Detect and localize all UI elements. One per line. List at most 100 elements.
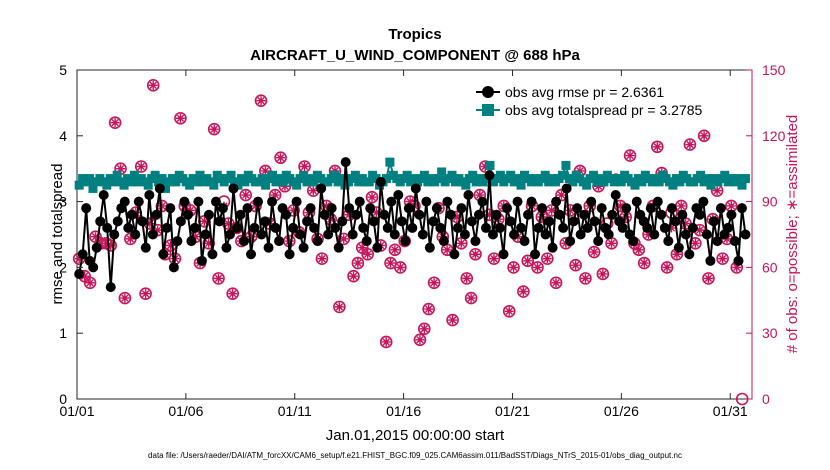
x-axis-label: Jan.01,2015 00:00:00 start bbox=[326, 427, 505, 444]
totalspread-point bbox=[433, 174, 443, 184]
obs-assimilated-point bbox=[148, 80, 158, 90]
obs-assimilated-point bbox=[125, 234, 135, 244]
obs-assimilated-point bbox=[175, 113, 185, 123]
totalspread-point bbox=[150, 170, 160, 180]
obs-assimilated-point bbox=[390, 245, 400, 255]
obs-possible-point bbox=[702, 272, 715, 285]
totalspread-point bbox=[485, 160, 495, 170]
rmse-point bbox=[102, 222, 113, 233]
rmse-point bbox=[519, 236, 530, 247]
rmse-point bbox=[424, 242, 435, 253]
rmse-point bbox=[449, 249, 460, 260]
obs-assimilated-point bbox=[405, 197, 415, 207]
rmse-point bbox=[267, 196, 278, 207]
rmse-point bbox=[207, 249, 218, 260]
rmse-point bbox=[715, 203, 726, 214]
totalspread-point bbox=[85, 174, 95, 184]
rmse-point bbox=[231, 222, 242, 233]
obs-possible-point bbox=[460, 272, 474, 285]
totalspread-point bbox=[461, 180, 471, 190]
totalspread-point bbox=[675, 177, 685, 187]
obs-assimilated-point bbox=[442, 245, 452, 255]
obs-possible-point bbox=[139, 287, 152, 301]
rmse-point bbox=[253, 196, 264, 207]
rmse-point bbox=[165, 203, 176, 214]
obs-assimilated-point bbox=[672, 249, 682, 259]
obs-possible-point bbox=[502, 304, 516, 318]
rmse-point bbox=[733, 255, 744, 266]
obs-assimilated-point bbox=[625, 151, 635, 161]
totalspread-point bbox=[654, 177, 664, 187]
obs-assimilated-point bbox=[589, 247, 599, 257]
rmse-point bbox=[575, 229, 586, 240]
obs-possible-point bbox=[394, 261, 407, 274]
rmse-point bbox=[698, 196, 709, 207]
obs-assimilated-point bbox=[74, 254, 84, 264]
totalspread-point bbox=[702, 174, 712, 184]
rmse-point bbox=[438, 236, 449, 247]
rmse-point bbox=[203, 209, 214, 220]
totalspread-point bbox=[516, 180, 526, 190]
rmse-series bbox=[74, 157, 751, 293]
obs-assimilated-point bbox=[415, 335, 425, 345]
totalspread-point bbox=[568, 177, 578, 187]
legend-rmse-label: obs avg rmse pr = 2.6361 bbox=[505, 84, 664, 100]
rmse-point bbox=[330, 222, 341, 233]
y-tick-label-right: 60 bbox=[762, 259, 778, 275]
obs-assimilated-point bbox=[110, 118, 120, 128]
obs-assimilated-point bbox=[621, 212, 631, 222]
obs-assimilated-point bbox=[241, 190, 251, 200]
obs-possible-point bbox=[207, 122, 221, 136]
obs-assimilated-point bbox=[639, 258, 649, 268]
rmse-point bbox=[586, 196, 597, 207]
obs-possible-point bbox=[549, 276, 563, 290]
obs-assimilated-point bbox=[371, 208, 381, 218]
totalspread-point bbox=[468, 170, 478, 180]
rmse-point bbox=[249, 222, 260, 233]
rmse-point bbox=[645, 203, 656, 214]
chart-subtitle: AIRCRAFT_U_WIND_COMPONENT @ 688 hPa bbox=[250, 47, 580, 64]
obs-assimilated-point bbox=[703, 273, 713, 283]
rmse-point bbox=[358, 222, 369, 233]
obs-assimilated-point bbox=[607, 238, 617, 248]
chart-title: Tropics bbox=[388, 26, 441, 43]
legend-spread-label: obs avg totalspread pr = 3.2785 bbox=[505, 102, 703, 118]
totalspread-point bbox=[268, 170, 278, 180]
rmse-point bbox=[708, 216, 719, 227]
rmse-point bbox=[154, 183, 165, 194]
rmse-point bbox=[295, 229, 306, 240]
obs-assimilated-point bbox=[381, 337, 391, 347]
rmse-point bbox=[484, 170, 495, 181]
totalspread-point bbox=[192, 177, 202, 187]
y-tick-label-left: 0 bbox=[59, 391, 67, 407]
obs-possible-point bbox=[623, 149, 637, 162]
obs-possible-point bbox=[446, 313, 459, 327]
totalspread-point bbox=[540, 170, 550, 180]
rmse-point bbox=[516, 222, 527, 233]
rmse-point bbox=[670, 216, 681, 227]
rmse-point bbox=[740, 229, 751, 240]
rmse-point bbox=[365, 203, 376, 214]
obs-assimilated-point bbox=[466, 293, 476, 303]
obs-assimilated-point bbox=[363, 249, 373, 259]
obs-assimilated-point bbox=[485, 210, 495, 220]
rmse-point bbox=[456, 203, 467, 214]
rmse-point bbox=[414, 209, 425, 220]
rmse-point bbox=[435, 222, 446, 233]
x-tick-label: 01/21 bbox=[495, 403, 530, 419]
rmse-point bbox=[631, 196, 642, 207]
rmse-point bbox=[547, 242, 558, 253]
obs-possible-point bbox=[521, 254, 535, 268]
totalspread-point bbox=[495, 170, 505, 180]
totalspread-point bbox=[385, 157, 395, 167]
obs-assimilated-point bbox=[533, 262, 543, 272]
rmse-point bbox=[340, 157, 351, 168]
obs-possible-point bbox=[487, 252, 501, 265]
totalspread-point bbox=[102, 180, 112, 190]
obs-possible-point bbox=[333, 300, 346, 314]
obs-assimilated-point bbox=[116, 164, 126, 174]
totalspread-point bbox=[185, 180, 195, 190]
rmse-point bbox=[224, 229, 235, 240]
rmse-point bbox=[379, 209, 390, 220]
